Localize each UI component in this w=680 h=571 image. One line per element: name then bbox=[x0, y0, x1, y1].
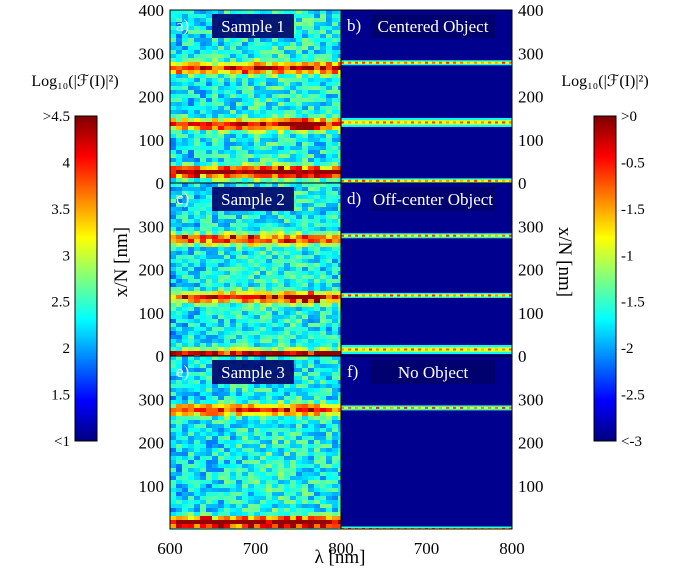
y-tick-right-1-2: 100 bbox=[518, 304, 544, 323]
panel-f-frame bbox=[340, 355, 513, 530]
y-tick-right-0-3: 100 bbox=[518, 131, 544, 150]
y-tick-right-2-1: 200 bbox=[518, 434, 544, 453]
panel-e-image bbox=[170, 356, 341, 529]
colorbar-right-label: Log₁₀(|ℱ(I)|²) bbox=[561, 73, 648, 90]
y-axis-label-left: x/N [nm] bbox=[111, 227, 132, 297]
panel-a: a) Sample 1 bbox=[169, 9, 342, 184]
colorbar-left-tick-0: >4.5 bbox=[43, 109, 70, 125]
colorbar-left-tick-3: 3 bbox=[63, 248, 71, 264]
colorbar-right-tick-3: -1 bbox=[621, 248, 634, 264]
y-tick-left-0-2: 200 bbox=[139, 88, 165, 107]
y-tick-left-1-3: 0 bbox=[156, 347, 165, 366]
colorbar-right bbox=[593, 115, 617, 442]
panel-b-label: Centered Object bbox=[378, 17, 489, 36]
panel-e-title: e) Sample 3 bbox=[176, 360, 294, 384]
panel-a-letter: a) bbox=[176, 16, 189, 35]
axis-ticks: 400 300 200 100 0 300 200 100 0 300 200 100 400 300 20… bbox=[139, 1, 544, 558]
panel-c-letter: c) bbox=[176, 189, 189, 208]
panel-c-label: Sample 2 bbox=[221, 190, 285, 209]
panel-a-label: Sample 1 bbox=[221, 17, 285, 36]
panel-d-label: Off-center Object bbox=[373, 190, 493, 209]
heatmap-panels: a) Sample 1 b) Centered Object c) Sample 2 d) O… bbox=[169, 9, 513, 530]
y-tick-left-0-3: 100 bbox=[139, 131, 165, 150]
panel-d-image bbox=[341, 183, 512, 356]
y-tick-right-1-3: 0 bbox=[518, 347, 527, 366]
colorbar-left-tick-7: <1 bbox=[54, 434, 70, 450]
x-tick-2: 800 bbox=[328, 539, 354, 558]
x-tick-1: 700 bbox=[243, 539, 269, 558]
y-tick-right-2-2: 100 bbox=[518, 477, 544, 496]
panel-f: f) No Object bbox=[340, 355, 513, 530]
colorbar-right-tick-0: >0 bbox=[621, 109, 637, 125]
y-tick-left-1-1: 200 bbox=[139, 261, 165, 280]
colorbar-right-tick-2: -1.5 bbox=[621, 202, 645, 218]
panel-e-label: Sample 3 bbox=[221, 363, 285, 382]
colorbar-left-tick-1: 4 bbox=[63, 155, 71, 171]
y-axis-label-right: x/N [nm] bbox=[554, 227, 575, 297]
y-tick-right-2-0: 300 bbox=[518, 390, 544, 409]
x-tick-0: 600 bbox=[157, 539, 183, 558]
y-tick-left-2-2: 100 bbox=[139, 477, 165, 496]
panel-d-title: d) Off-center Object bbox=[347, 187, 495, 211]
y-tick-right-0-1: 300 bbox=[518, 44, 544, 63]
y-tick-left-1-0: 300 bbox=[139, 217, 165, 236]
panel-b-letter: b) bbox=[347, 16, 361, 35]
panel-f-label: No Object bbox=[398, 363, 469, 382]
y-tick-right-1-0: 300 bbox=[518, 217, 544, 236]
panel-b-title: b) Centered Object bbox=[347, 14, 495, 38]
panel-f-title: f) No Object bbox=[347, 360, 495, 384]
panel-b: b) Centered Object bbox=[340, 9, 513, 184]
y-tick-left-1-2: 100 bbox=[139, 304, 165, 323]
colorbar-right-tick-1: -0.5 bbox=[621, 155, 645, 171]
colorbar-left-label: Log₁₀(|ℱ(I)|²) bbox=[31, 73, 118, 90]
colorbar-right-ticks: >0 -0.5 -1.5 -1 -1.5 -2 -2.5 <-3 bbox=[621, 109, 645, 450]
panel-e-letter: e) bbox=[176, 362, 189, 381]
y-tick-left-0-1: 300 bbox=[139, 44, 165, 63]
panel-b-image bbox=[341, 10, 512, 183]
y-tick-left-2-1: 200 bbox=[139, 434, 165, 453]
x-tick-5: 800 bbox=[499, 539, 525, 558]
colorbar-left-tick-4: 2.5 bbox=[51, 295, 70, 311]
y-tick-right-1-1: 200 bbox=[518, 261, 544, 280]
colorbar-left bbox=[74, 115, 98, 442]
y-tick-right-0-4: 0 bbox=[518, 174, 527, 193]
x-axis-label: λ [nm] bbox=[315, 547, 366, 568]
y-tick-left-0-0: 400 bbox=[139, 1, 165, 20]
panel-e: e) Sample 3 bbox=[169, 355, 342, 530]
colorbar-right-tick-7: <-3 bbox=[621, 434, 642, 450]
panel-a-title: a) Sample 1 bbox=[176, 14, 294, 38]
x-tick-4: 700 bbox=[414, 539, 440, 558]
colorbar-left-tick-5: 2 bbox=[63, 341, 71, 357]
y-tick-right-0-0: 400 bbox=[518, 1, 544, 20]
colorbar-left-ticks: >4.5 4 3.5 3 2.5 2 1.5 <1 bbox=[43, 109, 71, 450]
colorbar-left-tick-2: 3.5 bbox=[51, 202, 70, 218]
colorbar-right-tick-6: -2.5 bbox=[621, 388, 645, 404]
y-tick-right-0-2: 200 bbox=[518, 88, 544, 107]
panel-c: c) Sample 2 bbox=[169, 182, 342, 357]
panel-f-image bbox=[341, 356, 512, 529]
y-tick-left-2-0: 300 bbox=[139, 390, 165, 409]
panel-c-title: c) Sample 2 bbox=[176, 187, 294, 211]
panel-f-letter: f) bbox=[347, 362, 358, 381]
y-tick-left-0-4: 0 bbox=[156, 174, 165, 193]
panel-d-letter: d) bbox=[347, 189, 361, 208]
colorbar-right-tick-4: -1.5 bbox=[621, 295, 645, 311]
colorbar-right-tick-5: -2 bbox=[621, 341, 634, 357]
panel-d: d) Off-center Object bbox=[340, 182, 513, 357]
colorbar-left-tick-6: 1.5 bbox=[51, 388, 70, 404]
